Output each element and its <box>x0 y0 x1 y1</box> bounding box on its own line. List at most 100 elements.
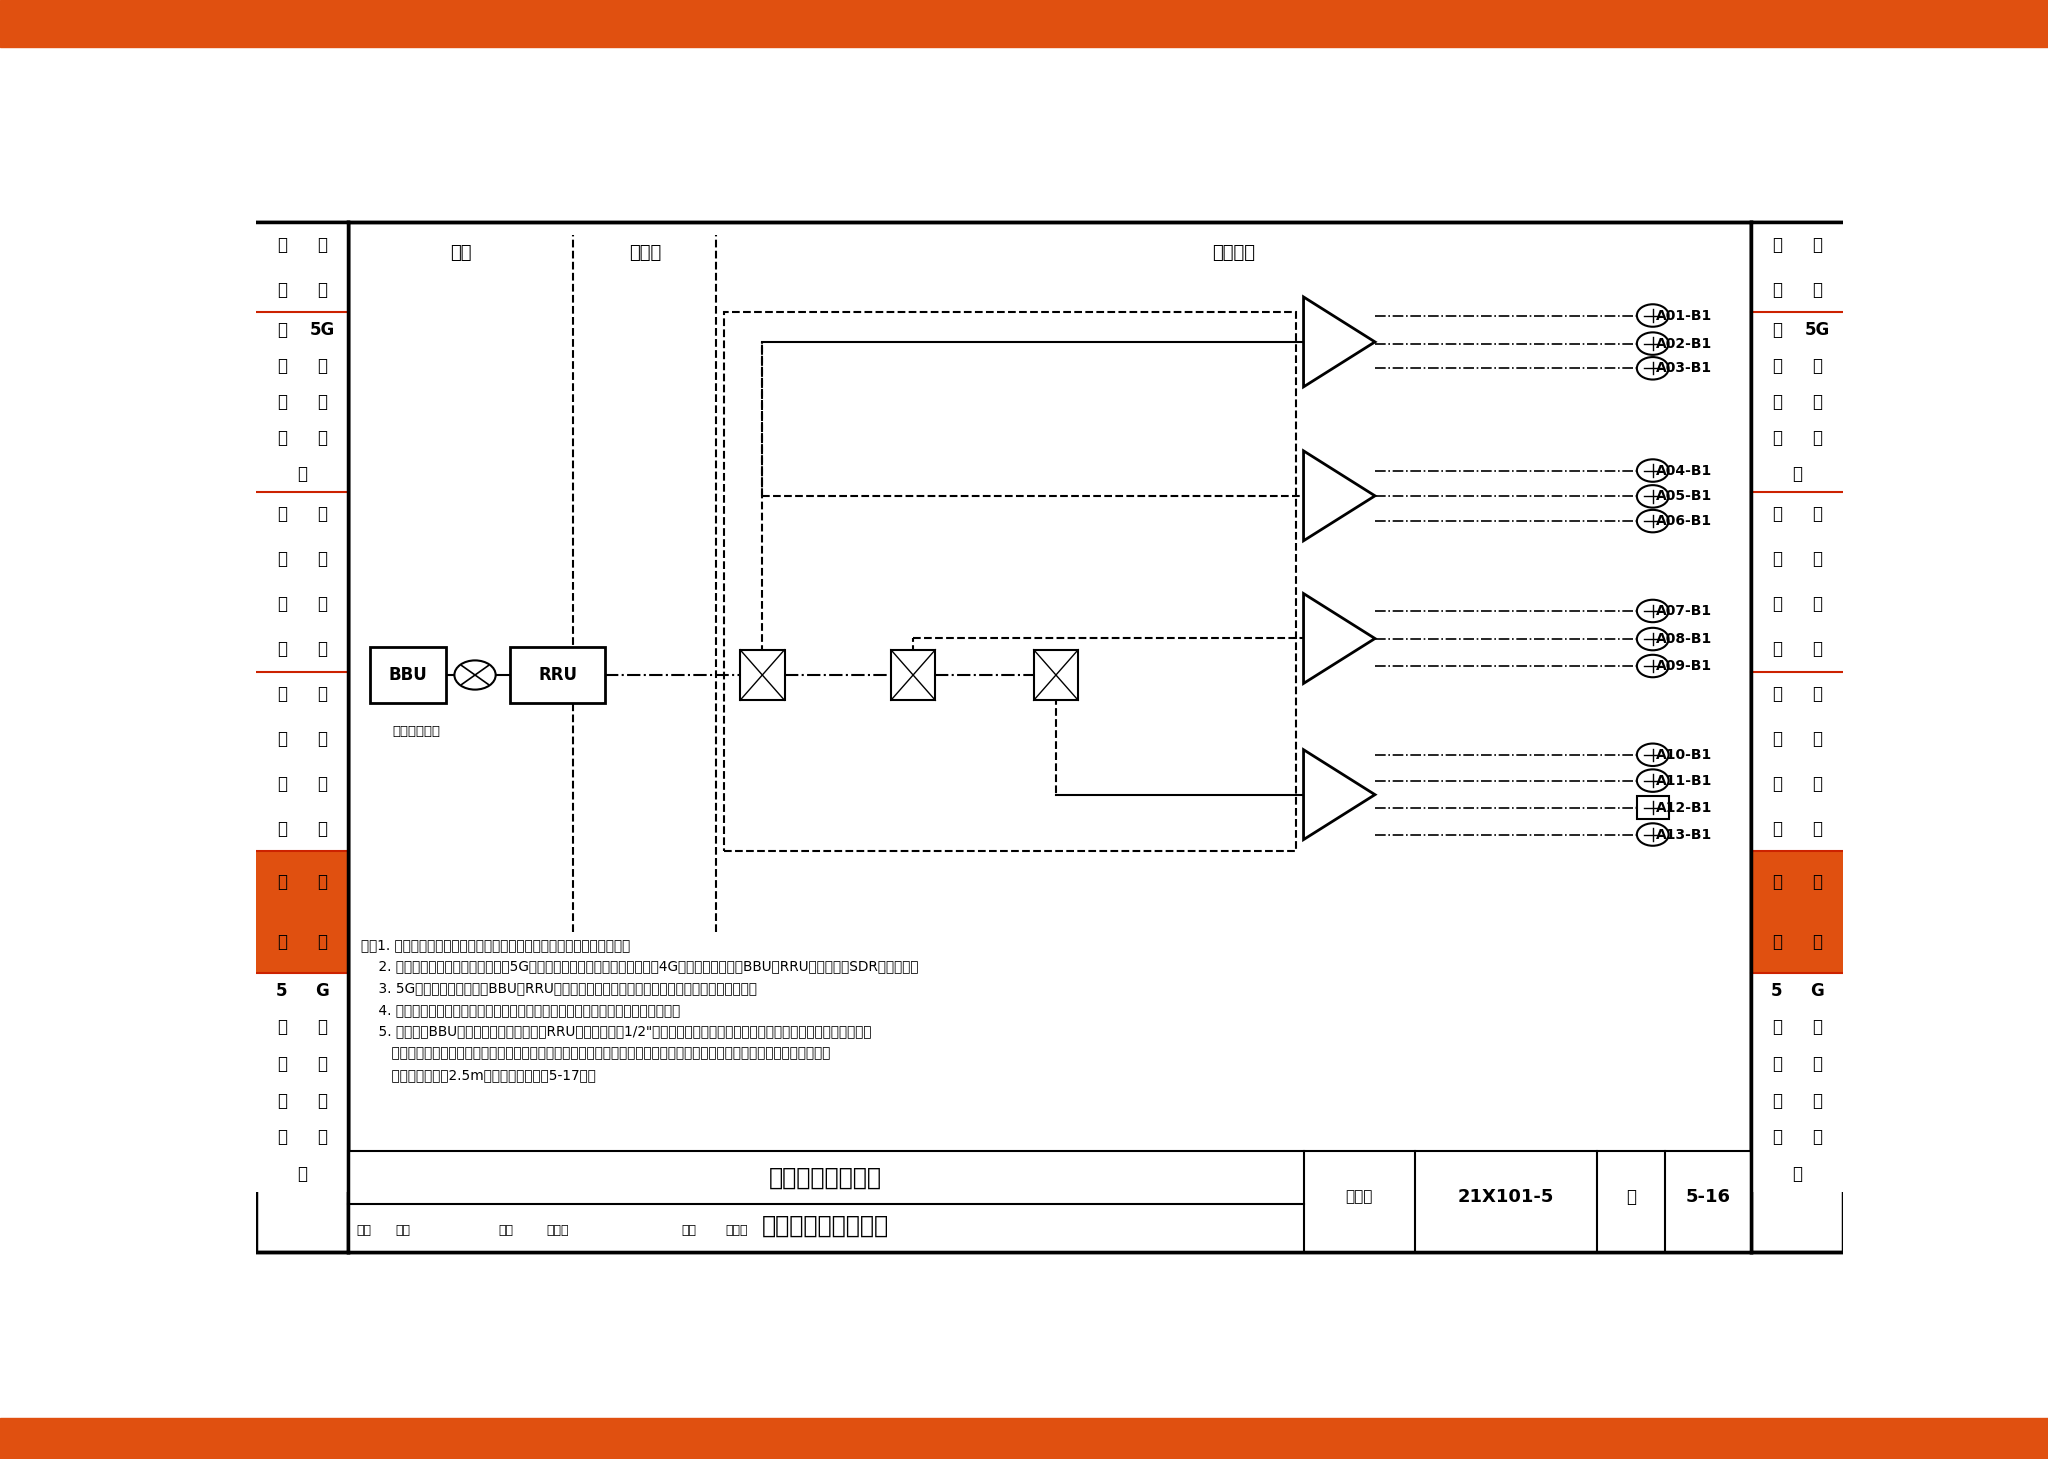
Text: 5: 5 <box>1772 982 1782 999</box>
Bar <box>1751 222 1843 312</box>
Text: 络: 络 <box>1812 1055 1823 1072</box>
Text: G: G <box>315 982 330 999</box>
Text: 施: 施 <box>276 775 287 794</box>
Bar <box>256 492 348 671</box>
Text: A13-B1: A13-B1 <box>1657 827 1712 842</box>
Text: A06-B1: A06-B1 <box>1657 514 1712 528</box>
Text: A04-B1: A04-B1 <box>1657 464 1712 477</box>
Circle shape <box>1636 333 1669 355</box>
Text: 网: 网 <box>1812 357 1823 375</box>
Text: 套: 套 <box>1812 820 1823 837</box>
Text: 接: 接 <box>317 1128 328 1145</box>
Bar <box>1751 852 1843 973</box>
Text: 例: 例 <box>1772 934 1782 951</box>
Text: 5G: 5G <box>1804 321 1831 338</box>
Text: 图集号: 图集号 <box>1346 1189 1372 1204</box>
Text: 二层通信机房: 二层通信机房 <box>393 725 440 738</box>
Polygon shape <box>1305 594 1374 683</box>
Text: 系: 系 <box>276 321 287 338</box>
Text: 校对: 校对 <box>500 1224 514 1237</box>
Text: 缘: 缘 <box>1772 1055 1782 1072</box>
Text: 套: 套 <box>317 641 328 658</box>
Text: 络: 络 <box>317 1055 328 1072</box>
Text: 21X101-5: 21X101-5 <box>1458 1188 1554 1205</box>
Bar <box>1751 973 1843 1192</box>
Text: 注：1. 本方案为某项目办公建筑地下一层车库分布式天线系统覆盖设计。
    2. 本方案为某单一电信业务经营者5G网络室内分布式天线系统，若需覆盖4G网络需增: 注：1. 本方案为某项目办公建筑地下一层车库分布式天线系统覆盖设计。 2. 本方… <box>360 938 918 1083</box>
Bar <box>348 222 1751 1252</box>
Text: 程: 程 <box>1812 934 1823 951</box>
Text: 筑: 筑 <box>1812 550 1823 569</box>
Text: 覆: 覆 <box>317 429 328 446</box>
Text: 施: 施 <box>1772 775 1782 794</box>
Circle shape <box>1636 744 1669 766</box>
Text: 建: 建 <box>1812 505 1823 524</box>
Text: 施: 施 <box>1772 730 1782 748</box>
Text: 算: 算 <box>1772 1128 1782 1145</box>
Bar <box>256 973 348 1192</box>
Text: 筑: 筑 <box>317 550 328 569</box>
Text: A01-B1: A01-B1 <box>1657 308 1712 322</box>
Text: 计: 计 <box>1772 429 1782 446</box>
Text: 语: 语 <box>1812 280 1823 299</box>
Text: 符: 符 <box>1772 236 1782 254</box>
Text: 配: 配 <box>1812 595 1823 613</box>
Text: 号: 号 <box>276 280 287 299</box>
Text: A03-B1: A03-B1 <box>1657 362 1712 375</box>
Circle shape <box>1636 357 1669 379</box>
Text: 设: 设 <box>1772 686 1782 703</box>
Circle shape <box>1636 486 1669 508</box>
Text: 配: 配 <box>1812 775 1823 794</box>
Text: 计: 计 <box>276 1091 287 1109</box>
Text: 算: 算 <box>276 1128 287 1145</box>
Bar <box>725 312 1296 852</box>
Text: 入: 入 <box>1792 1164 1802 1183</box>
Bar <box>1751 312 1843 492</box>
Bar <box>1034 649 1077 700</box>
Text: 设: 设 <box>1772 595 1782 613</box>
Bar <box>1751 222 1843 1252</box>
Text: 接: 接 <box>1812 1128 1823 1145</box>
Text: A07-B1: A07-B1 <box>1657 604 1712 619</box>
Text: 建: 建 <box>1812 686 1823 703</box>
Text: 计: 计 <box>276 429 287 446</box>
Bar <box>348 1151 1751 1252</box>
Text: 设: 设 <box>276 505 287 524</box>
Text: 计: 计 <box>1772 1091 1782 1109</box>
Circle shape <box>1636 769 1669 792</box>
Text: 施: 施 <box>1772 550 1782 569</box>
Text: 示: 示 <box>1772 872 1782 890</box>
Circle shape <box>1636 600 1669 622</box>
Text: A02-B1: A02-B1 <box>1657 337 1712 350</box>
Text: 盖: 盖 <box>297 465 307 483</box>
Text: 设: 设 <box>1772 505 1782 524</box>
Text: 杨威: 杨威 <box>395 1224 412 1237</box>
Text: 工: 工 <box>317 872 328 890</box>
Text: 页: 页 <box>1626 1188 1636 1205</box>
Text: 室内分布式天线系统: 室内分布式天线系统 <box>762 1214 889 1239</box>
Text: 示: 示 <box>276 872 287 890</box>
Circle shape <box>1636 509 1669 533</box>
Bar <box>256 222 348 312</box>
Text: 缘: 缘 <box>276 1055 287 1072</box>
Text: 王衔矫: 王衔矫 <box>547 1224 569 1237</box>
Text: 系: 系 <box>1772 321 1782 338</box>
Circle shape <box>1636 305 1669 327</box>
Circle shape <box>1636 823 1669 846</box>
Text: 多: 多 <box>317 1091 328 1109</box>
Text: 工: 工 <box>276 820 287 837</box>
Text: 5: 5 <box>276 982 287 999</box>
Bar <box>256 222 348 1252</box>
Text: 设: 设 <box>1772 392 1782 411</box>
Circle shape <box>1636 797 1669 818</box>
Bar <box>739 649 784 700</box>
Text: 设计: 设计 <box>682 1224 696 1237</box>
Text: A05-B1: A05-B1 <box>1657 489 1712 503</box>
Bar <box>1751 492 1843 671</box>
Text: BBU: BBU <box>389 665 428 684</box>
Text: 边: 边 <box>276 1018 287 1036</box>
Circle shape <box>1636 460 1669 481</box>
Text: 曾绿霞: 曾绿霞 <box>725 1224 748 1237</box>
Circle shape <box>1636 655 1669 677</box>
Text: 计: 计 <box>1772 641 1782 658</box>
Circle shape <box>1636 627 1669 651</box>
